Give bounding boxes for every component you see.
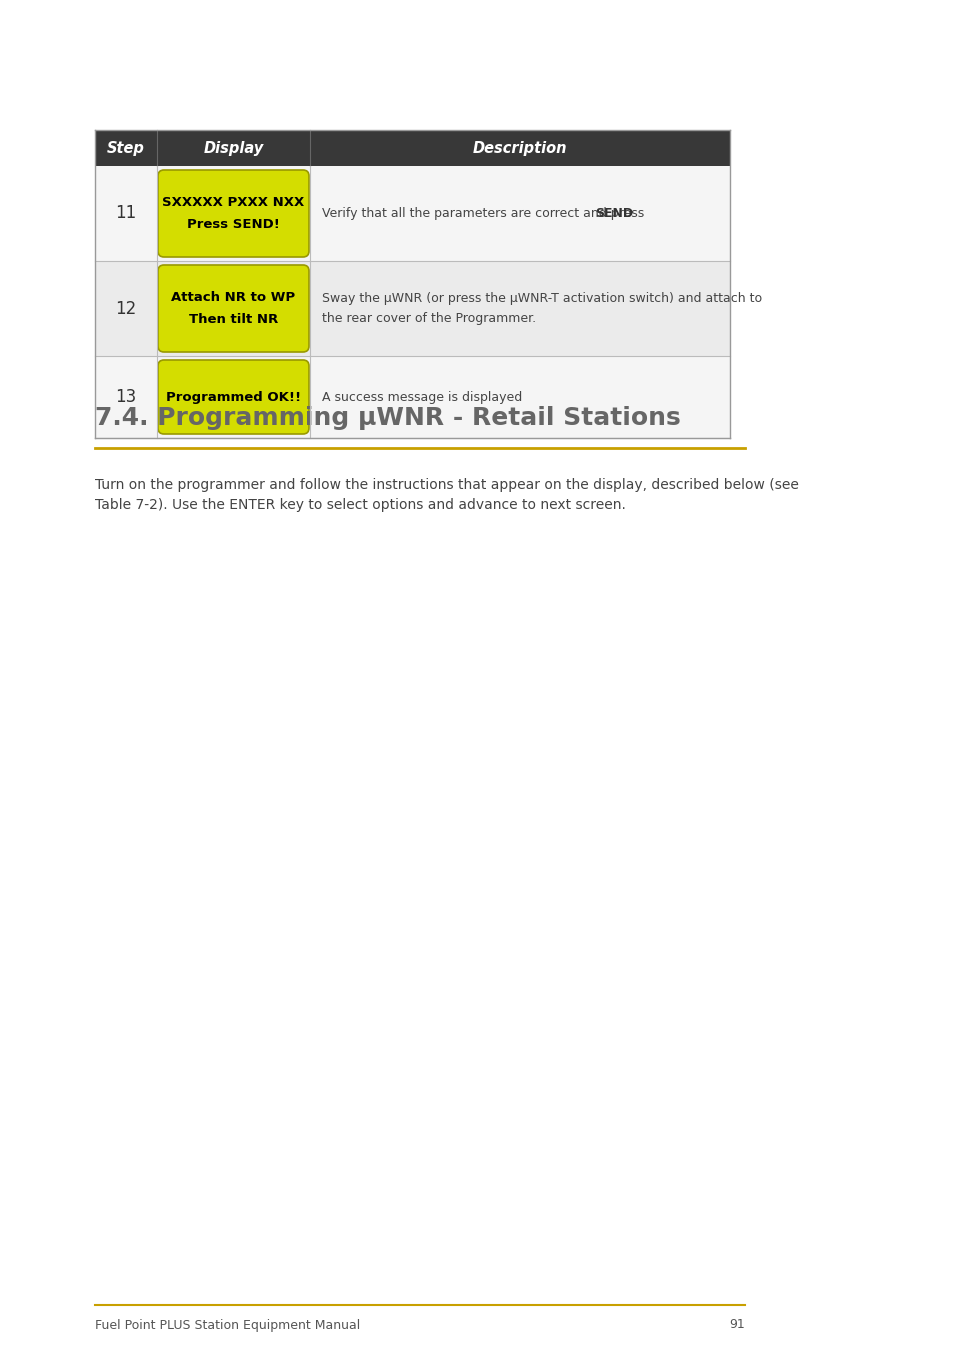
FancyBboxPatch shape <box>158 170 309 256</box>
FancyBboxPatch shape <box>158 360 309 433</box>
Text: Description: Description <box>473 140 567 155</box>
Text: Fuel Point PLUS Station Equipment Manual: Fuel Point PLUS Station Equipment Manual <box>95 1319 360 1331</box>
Text: Verify that all the parameters are correct and press: Verify that all the parameters are corre… <box>322 207 648 220</box>
Bar <box>95 166 729 261</box>
Text: Display: Display <box>203 140 263 155</box>
Text: Table 7-2). Use the ENTER key to select options and advance to next screen.: Table 7-2). Use the ENTER key to select … <box>95 498 625 512</box>
Text: A success message is displayed: A success message is displayed <box>322 390 521 404</box>
Text: Turn on the programmer and follow the instructions that appear on the display, d: Turn on the programmer and follow the in… <box>95 478 798 491</box>
Text: Attach NR to WP: Attach NR to WP <box>172 292 295 304</box>
Text: 7.4. Programming μWNR - Retail Stations: 7.4. Programming μWNR - Retail Stations <box>95 406 680 431</box>
Bar <box>95 130 729 166</box>
Text: SXXXXX PXXX NXX: SXXXXX PXXX NXX <box>162 196 304 209</box>
Text: the rear cover of the Programmer.: the rear cover of the Programmer. <box>322 312 536 325</box>
Text: 12: 12 <box>115 300 136 317</box>
Text: Programmed OK!!: Programmed OK!! <box>166 390 301 404</box>
Text: 13: 13 <box>115 387 136 406</box>
Text: 11: 11 <box>115 204 136 223</box>
Text: Then tilt NR: Then tilt NR <box>189 313 278 325</box>
Text: Sway the μWNR (or press the μWNR-T activation switch) and attach to: Sway the μWNR (or press the μWNR-T activ… <box>322 292 761 305</box>
FancyBboxPatch shape <box>158 265 309 352</box>
Text: 91: 91 <box>728 1319 744 1331</box>
Bar <box>95 356 729 437</box>
Text: Press SEND!: Press SEND! <box>187 217 279 231</box>
Bar <box>95 261 729 356</box>
Text: Step: Step <box>107 140 145 155</box>
Text: SEND: SEND <box>595 207 633 220</box>
